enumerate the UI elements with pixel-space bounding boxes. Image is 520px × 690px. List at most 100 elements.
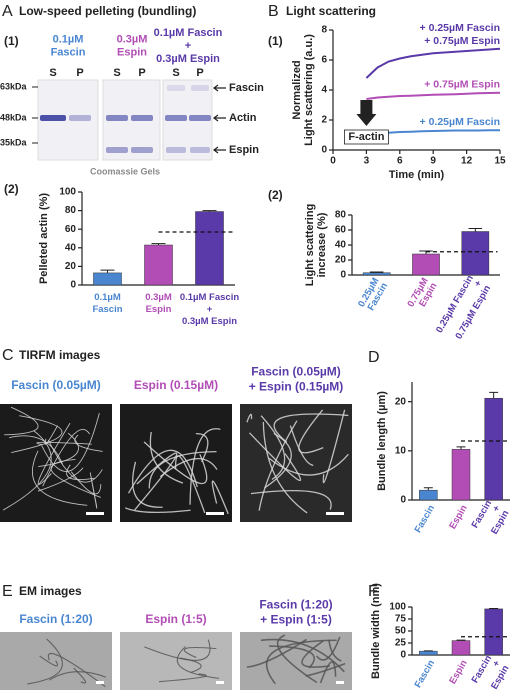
y-tick-label: 8	[321, 25, 327, 36]
bar	[461, 231, 490, 276]
y-axis-label: NormalizedLight scattering (a.u.)	[291, 34, 315, 146]
filament	[4, 406, 39, 436]
x-tick-label: 0.25µMFascin	[356, 276, 390, 314]
panel-label: D	[368, 349, 380, 366]
y-axis-label: Bundle length (µm)	[376, 391, 388, 491]
text-line: 0.1µM	[53, 33, 84, 45]
panel-title: EM images	[19, 584, 82, 598]
filament	[11, 415, 63, 454]
text-line: +	[490, 658, 503, 669]
series-line	[365, 47, 501, 79]
lane-label: S	[172, 67, 179, 79]
marker-label: 63kDa	[0, 81, 28, 91]
error-bar	[369, 271, 384, 273]
gel-band	[191, 85, 209, 91]
x-tick-label: Fascin+Espin	[469, 498, 511, 540]
y-tick-label: 0	[400, 495, 406, 506]
filament	[89, 472, 98, 509]
gel-band	[166, 147, 186, 153]
filament	[47, 652, 106, 688]
text-line: 0.3µM Espin	[182, 316, 237, 327]
error-bar	[468, 228, 483, 232]
text-line: Light scattering (a.u.)	[303, 34, 315, 146]
filament	[48, 439, 103, 483]
filament	[37, 422, 71, 485]
lane-label: S	[113, 67, 120, 79]
x-tick-label: 9	[430, 156, 436, 167]
text-line: +	[207, 304, 213, 315]
error-bar	[489, 391, 499, 399]
text-line: 0.3µM	[145, 292, 172, 303]
scale-bar	[206, 512, 224, 515]
filament	[195, 433, 209, 463]
filament	[328, 639, 342, 662]
panel-label: C	[2, 347, 14, 364]
filament	[305, 662, 346, 677]
y-tick-label: 100	[59, 187, 76, 198]
error-bar	[456, 446, 466, 450]
y-tick-label: 25	[395, 638, 407, 649]
filament	[2, 430, 52, 511]
text-line: + Espin (0.15µM)	[249, 380, 344, 394]
x-tick-label: Espin	[447, 658, 470, 686]
filament	[73, 667, 87, 684]
filament	[249, 432, 302, 482]
image-caption: Fascin (1:20) + Espin (1:5)	[259, 598, 332, 627]
gel-band	[106, 115, 128, 121]
bar	[419, 489, 438, 501]
bar	[362, 272, 391, 276]
filament	[315, 636, 341, 661]
band-arrow	[213, 84, 226, 92]
error-bar	[151, 243, 166, 246]
text-line: Espin	[117, 46, 147, 58]
tirf-image	[240, 404, 352, 522]
x-axis-label: Time (min)	[389, 169, 445, 181]
filament	[32, 450, 88, 506]
panel-label: A	[2, 3, 13, 20]
lane-label: S	[49, 67, 56, 79]
y-tick-label: 60	[65, 224, 77, 235]
x-tick-label: 12	[461, 156, 473, 167]
bar	[451, 640, 471, 656]
image-caption: Fascin (1:20)	[19, 612, 92, 626]
bar	[195, 211, 224, 286]
gel-band	[189, 115, 211, 121]
gel-band	[131, 115, 153, 121]
filament	[269, 645, 315, 669]
annotation: F-actin	[348, 131, 384, 143]
y-tick-label: 6	[321, 55, 327, 66]
gel-band	[69, 115, 91, 121]
scale-bar	[86, 512, 104, 515]
filament	[158, 673, 207, 683]
filament	[143, 441, 208, 484]
error-bar	[423, 487, 433, 491]
filament	[175, 455, 206, 514]
gel-band	[106, 147, 128, 153]
y-tick-label: 80	[65, 205, 77, 216]
x-tick-label: Fascin	[413, 658, 438, 690]
filament	[41, 413, 100, 472]
gel-header: 0.1µM Fascin +0.3µM Espin	[154, 27, 223, 65]
band-label: Fascin	[229, 82, 264, 94]
filament	[9, 435, 63, 465]
text-line: 0.1µM	[94, 292, 121, 303]
filament	[322, 409, 346, 484]
text-line: 0.1µM Fascin	[180, 292, 240, 303]
filament	[183, 646, 217, 658]
filament	[39, 655, 59, 667]
bar	[144, 244, 173, 286]
annotation-arrow	[356, 100, 377, 126]
text-line: Fascin	[51, 46, 86, 58]
marker-label: 48kDa	[0, 112, 28, 122]
x-tick-label: Fascin	[413, 503, 438, 535]
panel-title: TIRFM images	[19, 348, 101, 362]
x-tick-label: 0.75µMEspin	[405, 276, 439, 314]
part-label: (1)	[268, 34, 283, 48]
bar	[419, 650, 438, 656]
lane-label: P	[196, 67, 203, 79]
text-line: +	[472, 278, 485, 289]
filament	[134, 452, 178, 511]
filament	[301, 640, 330, 668]
bar	[451, 449, 471, 501]
band-arrow	[213, 146, 226, 154]
